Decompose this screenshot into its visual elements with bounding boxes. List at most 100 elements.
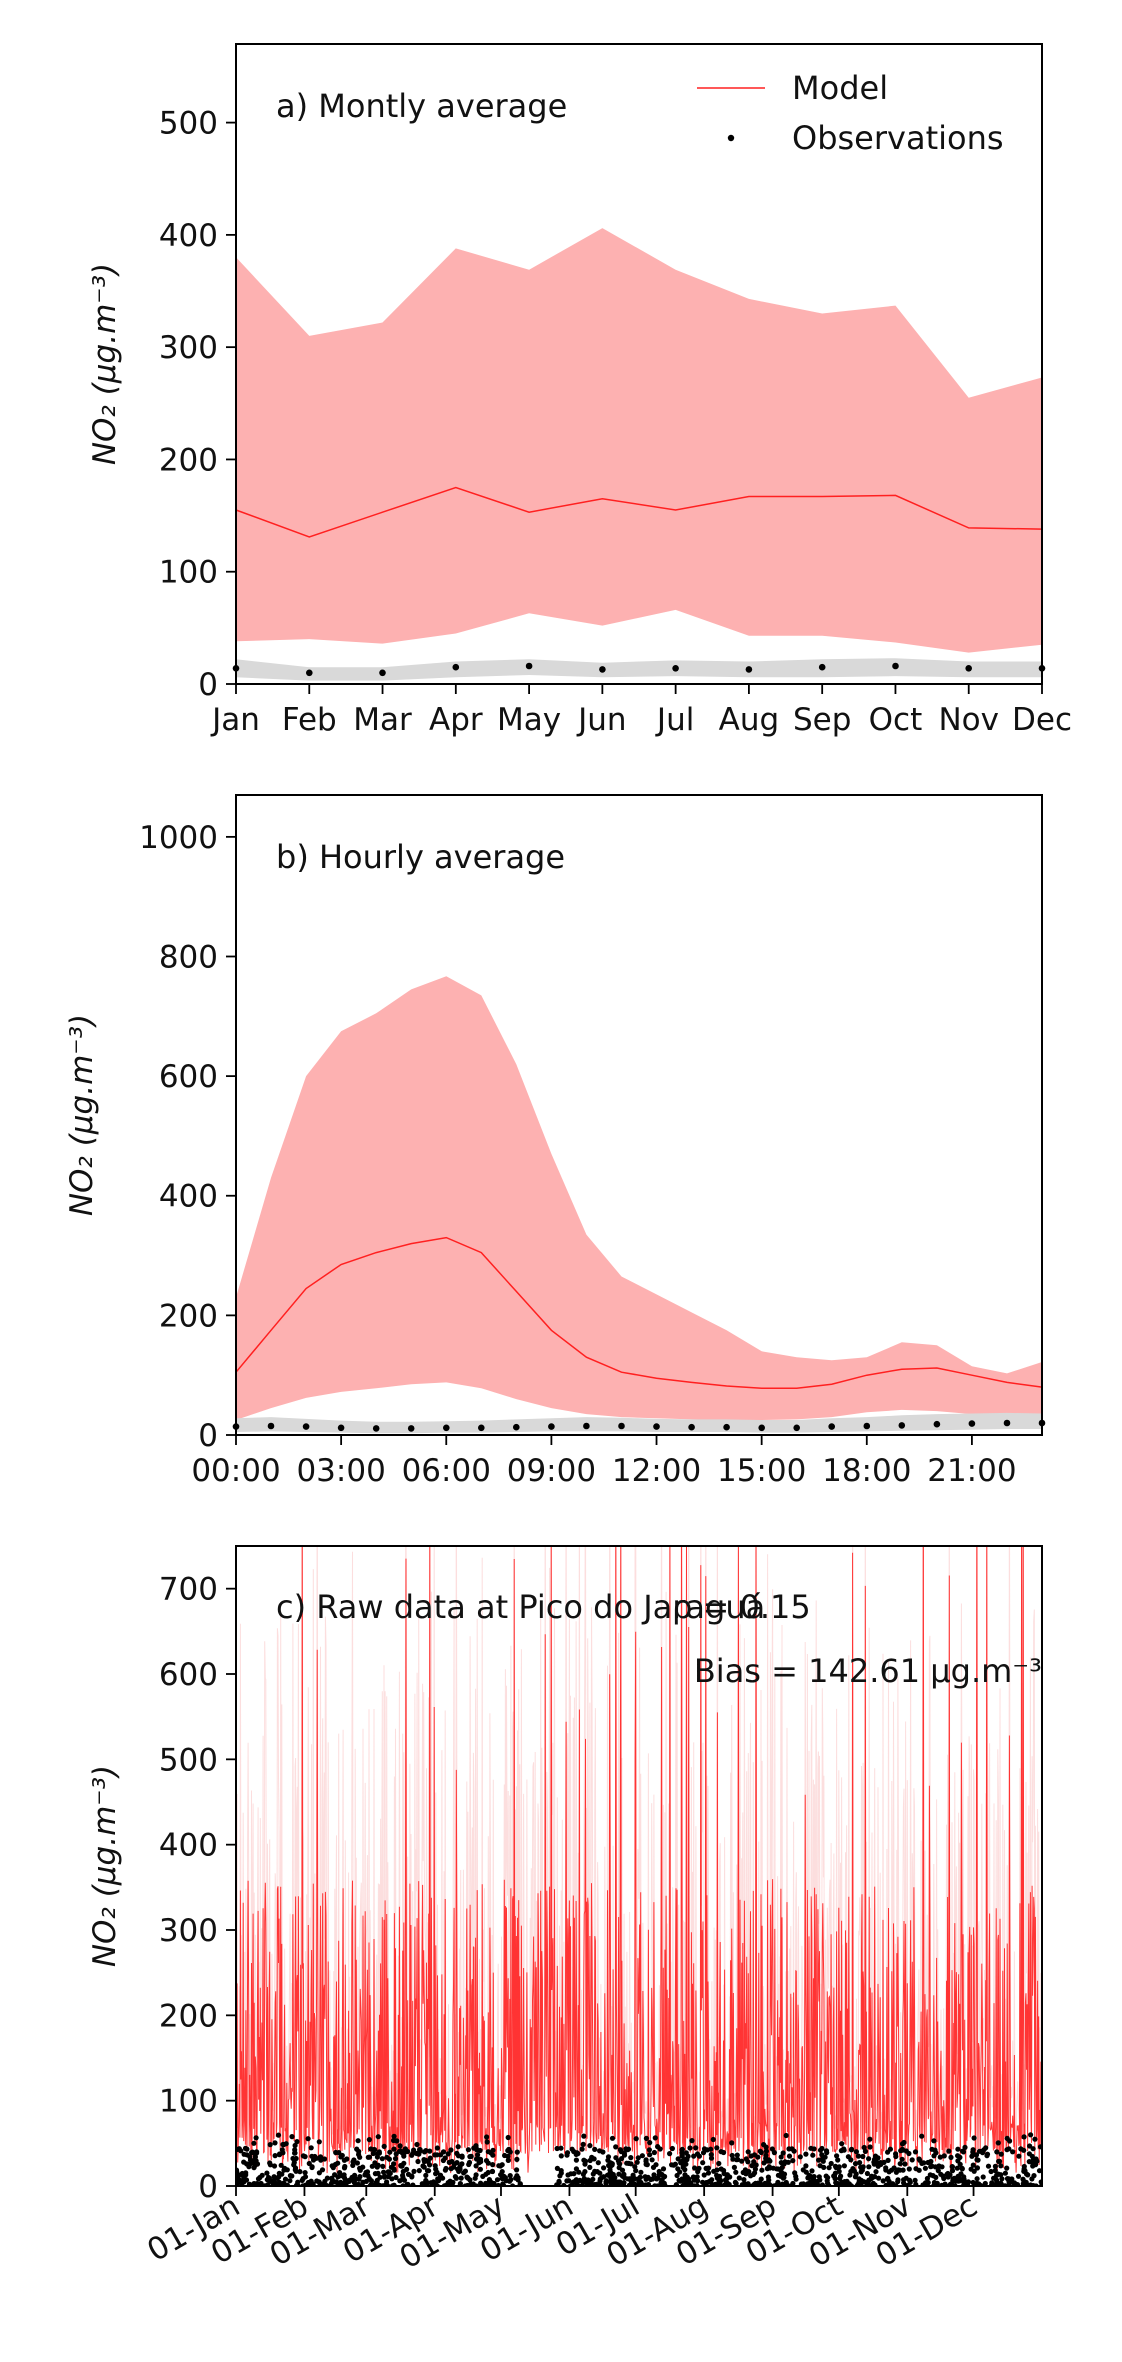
panel-c-observation-point [934,2180,940,2186]
panel-c-y-tick-label: 300 [159,1913,218,1949]
panel-c-observation-point [338,2179,344,2185]
panel-c-observation-point [360,2179,366,2185]
panel-c-observation-point [514,2156,520,2162]
panel-c-observation-point [694,2174,700,2180]
panel-c-observation-point [778,2154,784,2160]
panel-c-observation-point [793,2173,799,2179]
panel-c-observation-point [448,2147,454,2153]
panel-c-observation-point [763,2148,770,2154]
panel-c-observation-point [912,2149,919,2155]
panel-c-observation-point [808,2173,814,2180]
panel-b-observations-range-band [236,1412,1042,1434]
panel-a-y-axis: 0 100 200 300 400 500 [159,106,236,703]
panel-c-observation-point [1027,2143,1033,2149]
panel-c-observation-point [476,2160,482,2166]
panel-c-title: c) Raw data at Pico do Jaraguá [276,1588,765,1626]
panel-c-observation-point [955,2158,961,2164]
panel-c-observation-point [864,2170,871,2177]
panel-c-observation-point [355,2138,361,2144]
panel-c-observation-point [351,2157,357,2163]
panel-b-y-axis: 0 200 400 600 800 1000 [139,820,236,1454]
panel-c-observation-point [671,2162,677,2168]
panel-c-observation-point [445,2151,451,2157]
panel-c-observation-point [899,2146,906,2152]
panel-c-observation-point [775,2172,782,2178]
panel-c-observation-point [577,2177,583,2183]
panel-c-observation-point [790,2180,796,2186]
panel-b-observation-point [478,1424,485,1432]
panel-c-observation-point [973,2152,980,2158]
panel-c-observation-point [651,2172,657,2178]
panel-c-observation-point [1006,2146,1012,2152]
panel-b-observation-point [688,1423,695,1431]
panel-c-observation-point [636,2181,642,2186]
panel-b-observation-point [793,1424,800,1432]
panel-a-x-tick-label: Aug [719,702,780,738]
panel-c-observation-point [669,2145,676,2152]
panel-c-observation-point [691,2153,697,2159]
panel-c-observation-point [758,2176,764,2182]
panel-c-observation-point [275,2132,282,2138]
panel-c-observation-point [400,2172,406,2179]
panel-a-title: a) Montly average [276,87,567,125]
panel-c-observation-point [372,2160,378,2166]
panel-c-observation-point [855,2181,861,2186]
panel-c-observation-point [649,2176,656,2182]
panel-c-observation-point [739,2158,745,2164]
panel-c-observation-point [948,2154,954,2160]
panel-c-observation-point [484,2134,490,2140]
panel-c-observation-point [615,2179,621,2185]
panel-c-observation-point [919,2133,925,2139]
panel-c-observation-point [272,2153,278,2159]
panel-c-observation-point [554,2145,560,2152]
panel-c-observation-point [1021,2163,1027,2170]
panel-c-observation-point [931,2138,937,2144]
panel-c-observation-point [650,2164,657,2170]
panel-c-observation-point [416,2168,422,2174]
panel-c-observation-point [1029,2153,1035,2159]
panel-c-observation-point [980,2174,986,2180]
panel-c-observation-point [634,2159,640,2165]
panel-a-x-tick-label: Sep [793,702,851,738]
panel-c-observation-point [621,2171,627,2177]
panel-c-observation-point [759,2167,765,2173]
panel-c-observation-point [329,2176,335,2182]
panel-c-observation-point [565,2172,571,2178]
panel-c-observation-point [888,2167,895,2173]
panel-c-y-tick-label: 100 [159,2084,218,2120]
panel-c-observation-point [289,2134,295,2140]
panel-c-observation-point [458,2175,464,2181]
panel-c-observation-point [601,2165,607,2171]
panel-c-observation-point [264,2170,270,2176]
panel-c-observation-point [427,2155,433,2161]
panel-c-plot-area [236,1546,1042,2186]
panel-b-y-tick-label: 200 [159,1298,218,1334]
panel-c-observation-point [955,2178,962,2184]
panel-c-observation-point [639,2153,646,2159]
panel-a-observation-point [306,669,313,677]
panel-b-frame [235,794,1043,1436]
panel-c-observation-point [647,2140,653,2146]
panel-c-observation-point [251,2140,257,2146]
panel-c-observation-point [381,2169,387,2175]
panel-c-observation-point [396,2148,403,2154]
panel-c-observation-point [940,2173,946,2179]
panel-c-observation-point [338,2154,344,2160]
panel-c-observation-point [391,2167,397,2173]
panel-c-observation-point [786,2153,793,2159]
panel-c-observation-point [505,2157,511,2163]
panel-c-observation-point [415,2158,421,2165]
panel-c-observation-point [651,2149,658,2156]
panel-b-observation-point [933,1420,941,1428]
panel-c-observation-point [271,2163,278,2169]
panel-c-observation-point [939,2164,945,2170]
panel-c-observation-point [745,2159,751,2165]
panel-c-observation-point [755,2154,761,2160]
panel-c-observation-point [241,2175,247,2182]
panel-c-observation-point [705,2170,712,2176]
panel-c-observation-point [405,2171,412,2177]
panel-c-observation-point [558,2170,564,2176]
panel-b-model-line [235,1236,1043,1390]
panel-c-model-line [236,1546,1042,2174]
